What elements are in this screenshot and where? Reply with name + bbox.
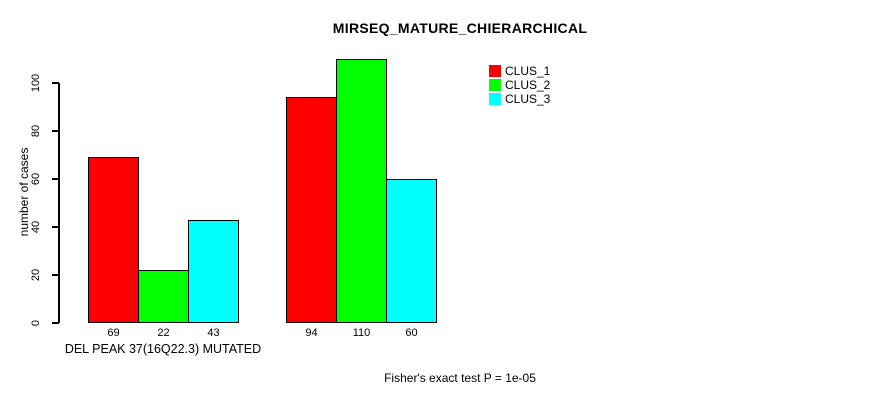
x-axis-label: DEL PEAK 37(16Q22.3) MUTATED	[64, 342, 262, 356]
y-axis-tick	[52, 274, 59, 276]
y-axis-tick-label: 80	[30, 124, 42, 138]
footnote-pvalue: Fisher's exact test P = 1e-05	[384, 371, 536, 385]
bar-value-label: 43	[207, 327, 220, 339]
y-axis-tick	[52, 178, 59, 180]
legend-item-clus_1: CLUS_1	[489, 65, 550, 78]
legend-swatch-icon	[489, 79, 501, 92]
bar-value-label: 94	[305, 327, 318, 339]
legend-item-clus_2: CLUS_2	[489, 79, 550, 92]
y-axis-tick-label: 100	[30, 73, 42, 93]
y-axis-tick	[52, 130, 59, 132]
bar-value-label: 22	[157, 327, 170, 339]
bar-value-label: 69	[107, 327, 120, 339]
legend-swatch-icon	[489, 65, 501, 78]
legend-label: CLUS_3	[505, 92, 551, 107]
bar-clus_2-group1	[138, 270, 189, 323]
y-axis-label: number of cases	[17, 147, 31, 237]
y-axis-tick	[52, 226, 59, 228]
legend-item-clus_3: CLUS_3	[489, 93, 550, 106]
bar-clus_1-group2	[286, 97, 337, 323]
y-axis-tick	[52, 82, 59, 84]
legend-label: CLUS_2	[505, 78, 551, 93]
y-axis-tick-label: 20	[30, 268, 42, 282]
legend-swatch-icon	[489, 93, 501, 106]
y-axis-tick-label: 40	[30, 220, 42, 234]
chart-title: MIRSEQ_MATURE_CHIERARCHICAL	[332, 20, 588, 36]
y-axis-line	[58, 83, 60, 323]
bar-value-label: 60	[405, 327, 418, 339]
bar-clus_1-group1	[88, 157, 139, 323]
bar-clus_2-group2	[336, 59, 387, 323]
legend-label: CLUS_1	[505, 64, 551, 79]
y-axis-tick-label: 0	[30, 319, 42, 327]
y-axis-tick-label: 60	[30, 172, 42, 186]
bar-value-label: 110	[352, 327, 371, 339]
legend: CLUS_1 CLUS_2 CLUS_3	[489, 65, 550, 106]
bar-clus_3-group2	[386, 179, 437, 323]
y-axis-tick	[52, 322, 59, 324]
bar-clus_3-group1	[188, 219, 239, 323]
